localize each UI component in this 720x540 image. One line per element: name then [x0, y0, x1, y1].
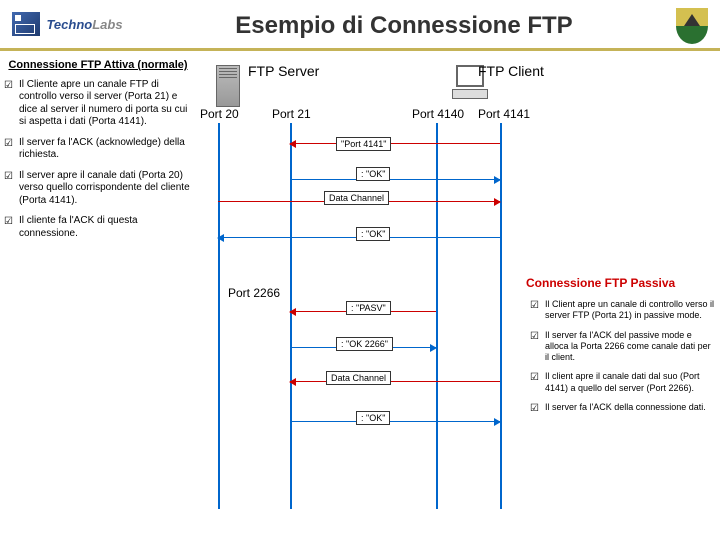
server-icon [216, 65, 240, 107]
server-label: FTP Server [248, 63, 319, 79]
content-area: FTP Server FTP Client Port 20 Port 21 Po… [0, 51, 720, 521]
sequence-arrow [290, 179, 500, 180]
port-4141-label: Port 4141 [478, 107, 530, 121]
timeline-port20 [218, 123, 220, 509]
sequence-arrow [290, 421, 500, 422]
bullet-text: Il Client apre un canale di controllo ve… [545, 299, 716, 322]
port-21-label: Port 21 [272, 107, 311, 121]
bullet-text: Il server apre il canale dati (Porta 20)… [19, 170, 196, 208]
bullet-text: Il server fa l'ACK della connessione dat… [545, 402, 706, 416]
bullet-item: ☑Il server fa l'ACK (acknowledge) della … [4, 137, 196, 162]
bullet-item: ☑Il server apre il canale dati (Porta 20… [4, 170, 196, 208]
timeline-port21 [290, 123, 292, 509]
bullet-item: ☑Il server fa l'ACK del passive mode e a… [530, 330, 716, 364]
bullet-text: Il cliente fa l'ACK di questa connession… [19, 215, 196, 240]
message-box: Data Channel [326, 371, 391, 385]
message-box: : "OK 2266" [336, 337, 393, 351]
sequence-arrow [290, 381, 500, 382]
check-icon: ☑ [530, 331, 539, 364]
passive-connection-panel: Connessione FTP Passiva ☑ Il Client apre … [526, 276, 716, 423]
active-title: Connessione FTP Attiva (normale) [0, 59, 196, 73]
check-icon: ☑ [530, 300, 539, 322]
check-icon: ☑ [4, 171, 13, 208]
slide-title: Esempio di Connessione FTP [142, 12, 666, 40]
port-2266-label: Port 2266 [228, 286, 280, 300]
message-box: "Port 4141" [336, 137, 391, 151]
check-icon: ☑ [530, 372, 539, 394]
sequence-arrow [290, 143, 500, 144]
check-icon: ☑ [4, 216, 13, 240]
bullet-item: ☑ Il Client apre un canale di controllo v… [530, 299, 716, 322]
bullet-item: ☑ Il server fa l'ACK della connessione da… [530, 402, 716, 416]
bullet-item: ☑ Il client apre il canale dati dal suo (… [530, 371, 716, 394]
message-box: : "PASV" [346, 301, 391, 315]
timeline-port4140 [436, 123, 438, 509]
message-box: : "OK" [356, 411, 390, 425]
bullet-text: Il client apre il canale dati dal suo (P… [545, 371, 716, 394]
bullet-text: Il server fa l'ACK del passive mode e al… [545, 330, 716, 364]
logo-text-2: Labs [92, 17, 122, 32]
bullet-item: ☑Il cliente fa l'ACK di questa connessio… [4, 215, 196, 240]
passive-title: Connessione FTP Passiva [526, 276, 716, 291]
bullet-item: ☑Il Cliente apre un canale FTP di contro… [4, 79, 196, 129]
check-icon: ☑ [4, 138, 13, 162]
logo-text-1: Techno [46, 17, 92, 32]
bullet-text: Il Cliente apre un canale FTP di control… [19, 79, 196, 129]
bullet-text: Il server fa l'ACK (acknowledge) della r… [19, 137, 196, 162]
message-box: Data Channel [324, 191, 389, 205]
header: TechnoLabs Esempio di Connessione FTP [0, 0, 720, 48]
port-4140-label: Port 4140 [412, 107, 464, 121]
port-20-label: Port 20 [200, 107, 239, 121]
client-label: FTP Client [478, 63, 544, 79]
crest-icon [676, 8, 708, 44]
check-icon: ☑ [4, 80, 13, 129]
message-box: : "OK" [356, 167, 390, 181]
check-icon: ☑ [530, 403, 539, 416]
technolabs-logo: TechnoLabs [12, 12, 132, 40]
message-box: : "OK" [356, 227, 390, 241]
active-connection-panel: Connessione FTP Attiva (normale) ☑Il Cli… [0, 59, 196, 248]
